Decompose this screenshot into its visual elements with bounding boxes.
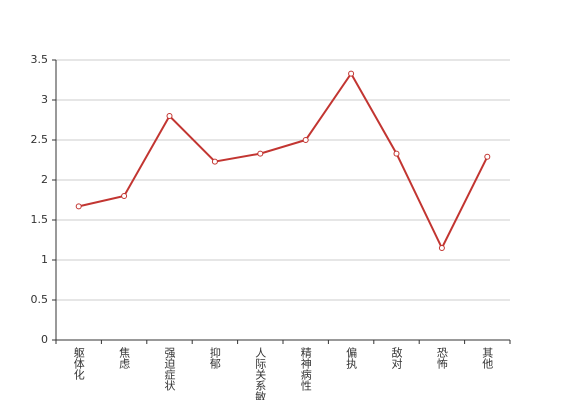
y-tick-label: 0.5 [31,293,49,306]
x-tick-label: 精神病性 [299,347,312,392]
point [166,113,173,119]
point [257,150,264,157]
y-tick-label: 3.5 [31,53,49,66]
x-tick-label: 躯体化 [72,347,85,381]
x-tick-label: 偏执 [345,346,358,370]
point [121,193,128,199]
x-tick-label: 恐怖 [435,347,448,369]
x-tick-label: 强迫症状 [163,347,176,391]
point [302,137,309,143]
point [348,70,355,77]
x-tick-label: 其他 [481,347,494,369]
point [211,158,218,165]
x-tick-label: 抑郁 [208,346,221,369]
x-tick-label: 敌对 [390,346,403,369]
point [484,153,491,160]
y-tick-label: 2.5 [31,133,49,146]
y-tick-label: 2 [41,173,48,186]
point [75,203,82,210]
y-tick-label: 0 [41,333,48,346]
x-tick-label: 焦虑 [118,347,131,369]
y-tick-label: 1.5 [31,213,49,226]
x-tick-label: 人际关系敏感 [254,347,267,400]
point [438,245,445,251]
point [393,150,400,157]
y-tick-label: 3 [41,93,48,106]
y-tick-label: 1 [41,253,48,266]
line [78,71,489,251]
